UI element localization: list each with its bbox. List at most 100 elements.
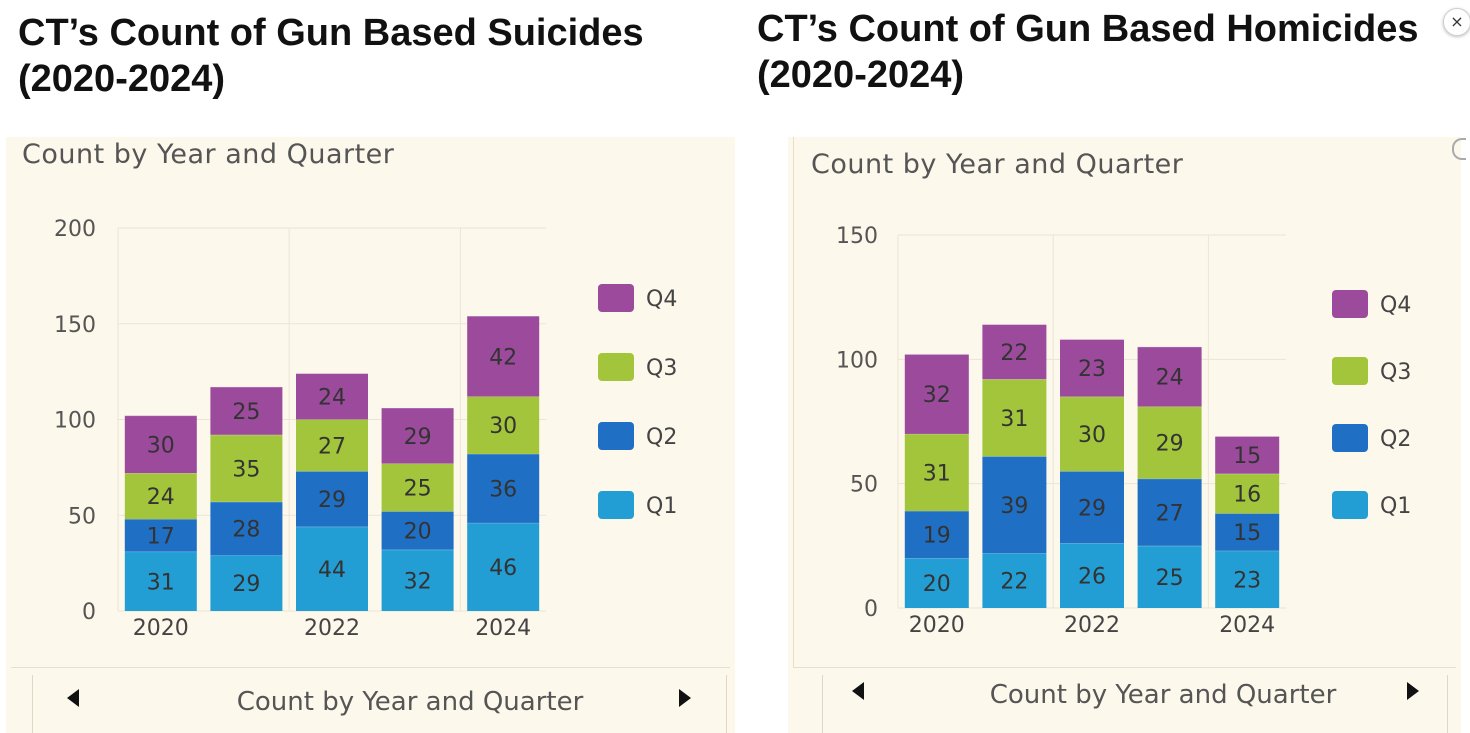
x-tick-label: 2022 [304,616,360,641]
panel-divider [793,137,794,667]
bar-segment-q4[interactable] [467,316,540,397]
y-tick-label: 0 [864,597,878,622]
homicides-chart-panel: Count by Year and Quarter 0 50 100 150 20 19 3… [788,137,1461,733]
bar-segment-q4[interactable] [1060,339,1124,397]
bar-segment-q3[interactable] [904,433,969,512]
bar-segment-q1[interactable] [904,558,969,608]
bar-segment-q2[interactable] [467,453,540,523]
bar-segment-q1[interactable] [210,555,283,611]
legend-swatch [1332,424,1368,452]
legend-item-q2[interactable]: Q2 [1332,424,1411,452]
bar-segment-q3[interactable] [1215,473,1280,514]
bar-segment-q4[interactable] [1215,436,1280,474]
bar-segment-q3[interactable] [982,379,1047,457]
data-label: 17 [147,524,175,549]
bar-segment-q2[interactable] [296,471,368,527]
bar-segment-q3[interactable] [1137,406,1202,479]
data-label: 36 [489,477,517,502]
data-label: 25 [404,476,432,501]
suicides-page-title: CT’s Count of Gun Based Suicides (2020-2… [18,10,644,102]
data-label: 29 [318,488,346,513]
bar-segment-q2[interactable] [1060,471,1124,544]
bar-segment-q2[interactable] [1137,478,1202,546]
bar-segment-q4[interactable] [904,354,969,434]
data-label: 29 [232,572,260,597]
bar-segment-q2[interactable] [381,511,454,550]
suicides-stacked-bar-chart: 0 50 100 150 200 31 17 24 30 2020 29 28 35 25 44 29 27 24… [54,217,677,641]
bar-segment-q3[interactable] [1060,396,1124,472]
y-tick-label: 0 [82,600,96,625]
data-label: 30 [147,433,175,458]
legend-item-q1[interactable]: Q1 [1332,491,1411,519]
bar-stack-2022[interactable]: 44 29 27 24 [296,373,368,611]
bar-segment-q1[interactable] [296,526,368,611]
bar-segment-q3[interactable] [296,419,368,472]
bar-segment-q1[interactable] [1215,550,1280,608]
bar-segment-q4[interactable] [124,415,197,474]
bar-segment-q2[interactable] [1215,513,1280,551]
x-tick-label: 2024 [1219,613,1275,638]
bar-segment-q4[interactable] [982,324,1047,380]
legend-item-q1[interactable]: Q1 [598,491,677,519]
bar-segment-q2[interactable] [904,511,969,559]
panel-divider [11,667,730,668]
bar-segment-q1[interactable] [982,553,1047,608]
bar-stack-2021[interactable]: 29 28 35 25 [210,386,283,611]
close-icon[interactable]: × [1443,8,1470,36]
bar-segment-q4[interactable] [296,373,368,420]
legend-item-q4[interactable]: Q4 [598,284,677,312]
bar-segment-q3[interactable] [124,473,197,520]
suicides-title-line-1: CT’s Count of Gun Based Suicides [18,12,644,54]
data-label: 20 [923,572,951,597]
prev-arrow-icon[interactable] [67,689,79,707]
bar-segment-q2[interactable] [210,501,283,556]
bar-segment-q1[interactable] [1137,545,1202,608]
panel-divider [793,667,1456,668]
y-tick-label: 200 [54,217,96,242]
legend-item-q3[interactable]: Q3 [598,353,677,381]
nav-tab-edge [726,675,727,733]
bar-segment-q1[interactable] [467,522,540,611]
data-label: 24 [318,386,346,411]
bar-stack-2024[interactable]: 46 36 30 42 [467,315,540,611]
bar-segment-q3[interactable] [381,463,454,512]
bar-segment-q2[interactable] [124,519,197,552]
data-label: 22 [1000,341,1028,366]
next-arrow-icon[interactable] [1407,682,1419,700]
legend-label: Q3 [646,356,677,381]
data-label: 29 [1078,496,1106,521]
bar-segment-q2[interactable] [982,456,1047,554]
bar-segment-q3[interactable] [467,396,540,454]
y-tick-label: 100 [836,348,878,373]
data-label: 27 [1156,501,1184,526]
suicides-nav-label[interactable]: Count by Year and Quarter [236,687,584,717]
y-tick-label: 150 [836,224,878,249]
bar-segment-q1[interactable] [124,551,197,611]
bar-segment-q1[interactable] [1060,543,1124,608]
bar-stack-2022[interactable]: 26 29 30 23 [1060,338,1124,608]
bar-stack-2020[interactable]: 31 17 24 30 [124,415,197,611]
legend-item-q2[interactable]: Q2 [598,422,677,450]
legend-swatch [598,353,634,381]
x-tick-label: 2022 [1064,613,1120,638]
bar-stack-2024[interactable]: 23 15 16 15 [1215,435,1280,608]
bar-stack-2020[interactable]: 20 19 31 32 [904,353,969,608]
bar-segment-q4[interactable] [210,386,283,435]
legend-item-q3[interactable]: Q3 [1332,357,1411,385]
nav-tab-edge [1447,675,1448,733]
data-label: 15 [1233,444,1261,469]
bar-segment-q4[interactable] [381,408,454,464]
bar-segment-q1[interactable] [381,549,454,611]
bar-stack-2023[interactable]: 32 20 25 29 [381,407,454,611]
legend-item-q4[interactable]: Q4 [1332,290,1411,318]
legend-label: Q2 [646,425,677,450]
homicides-nav-label[interactable]: Count by Year and Quarter [989,680,1337,710]
bar-stack-2021[interactable]: 22 39 31 22 [982,324,1047,608]
next-arrow-icon[interactable] [679,689,691,707]
prev-arrow-icon[interactable] [852,682,864,700]
bar-stack-2023[interactable]: 25 27 29 24 [1137,346,1202,608]
suicides-chart-panel: Count by Year and Quarter 0 50 100 150 200 31… [6,137,735,733]
legend-label: Q2 [1380,427,1411,452]
bar-segment-q4[interactable] [1137,346,1202,407]
bar-segment-q3[interactable] [210,434,283,502]
